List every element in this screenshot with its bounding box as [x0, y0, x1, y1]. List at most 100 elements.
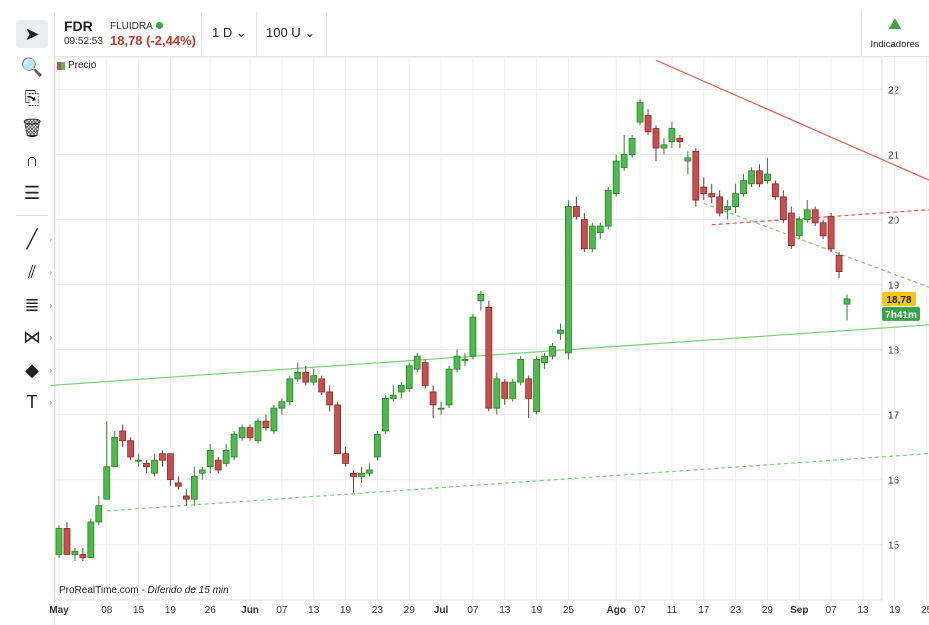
- trendline[interactable]: [711, 207, 929, 226]
- candle-body[interactable]: [493, 378, 501, 409]
- candle-body[interactable]: [557, 329, 564, 334]
- candle-body[interactable]: [429, 391, 437, 406]
- candle-body[interactable]: [676, 137, 684, 142]
- candle-body[interactable]: [326, 391, 334, 406]
- text-tool[interactable]: T ›: [16, 388, 53, 416]
- pattern-tool[interactable]: ⋈ ›: [16, 323, 52, 351]
- candle-body[interactable]: [573, 206, 580, 217]
- candle-body[interactable]: [190, 476, 198, 500]
- candle-body[interactable]: [63, 528, 71, 555]
- candle-body[interactable]: [95, 505, 103, 523]
- candle-body[interactable]: [803, 209, 811, 220]
- candle-body[interactable]: [668, 128, 676, 142]
- candle-body[interactable]: [517, 358, 525, 383]
- trash-tool[interactable]: 🗑: [16, 114, 48, 142]
- candle-body[interactable]: [413, 355, 421, 370]
- candle-body[interactable]: [342, 453, 349, 464]
- candle-body[interactable]: [79, 554, 87, 559]
- candle-body[interactable]: [779, 196, 787, 220]
- candle-body[interactable]: [302, 371, 310, 383]
- trendline[interactable]: [655, 59, 929, 200]
- candle-body[interactable]: [71, 550, 79, 555]
- candle-body[interactable]: [612, 160, 620, 194]
- candle-body[interactable]: [214, 459, 222, 471]
- candle-body[interactable]: [843, 298, 851, 305]
- candle-body[interactable]: [350, 472, 357, 477]
- candle-body[interactable]: [469, 316, 477, 357]
- candle-body[interactable]: [580, 219, 588, 250]
- candle-body[interactable]: [119, 430, 127, 442]
- candle-body[interactable]: [740, 180, 747, 194]
- candle-body[interactable]: [286, 378, 294, 403]
- candle-body[interactable]: [389, 394, 397, 399]
- copy-tool[interactable]: ⎘: [16, 84, 48, 112]
- candle-body[interactable]: [278, 401, 286, 409]
- candle-body[interactable]: [167, 453, 174, 481]
- candle-body[interactable]: [318, 378, 326, 393]
- candle-body[interactable]: [453, 355, 461, 370]
- candle-body[interactable]: [533, 358, 540, 412]
- candle-body[interactable]: [174, 482, 182, 487]
- candle-body[interactable]: [684, 157, 692, 162]
- candle-body[interactable]: [652, 128, 660, 149]
- more-arrow-icon[interactable]: ›: [49, 301, 52, 310]
- interval-dropdown[interactable]: 1 D ⌄: [212, 25, 247, 41]
- candle-body[interactable]: [206, 450, 214, 468]
- trendline[interactable]: [106, 450, 929, 512]
- candle-body[interactable]: [254, 420, 262, 442]
- candle-body[interactable]: [103, 466, 111, 500]
- candle-body[interactable]: [127, 440, 135, 458]
- candle-body[interactable]: [549, 345, 556, 357]
- more-arrow-icon[interactable]: ›: [49, 235, 52, 244]
- candle-body[interactable]: [87, 521, 95, 559]
- candle-body[interactable]: [541, 355, 548, 364]
- candle-body[interactable]: [485, 306, 493, 409]
- candle-body[interactable]: [772, 183, 779, 198]
- more-arrow-icon[interactable]: ›: [49, 268, 52, 277]
- candle-body[interactable]: [477, 293, 485, 302]
- candle-body[interactable]: [692, 150, 700, 201]
- trendline[interactable]: [50, 322, 929, 386]
- candle-body[interactable]: [294, 371, 302, 380]
- trendline-tool[interactable]: ╱ ›: [16, 225, 52, 253]
- candle-body[interactable]: [732, 193, 739, 207]
- candle-body[interactable]: [55, 528, 63, 555]
- candle-body[interactable]: [182, 495, 190, 500]
- candle-body[interactable]: [111, 437, 119, 468]
- magnet-tool[interactable]: ∩: [16, 146, 48, 174]
- units-dropdown[interactable]: 100 U ⌄: [266, 25, 315, 41]
- candle-body[interactable]: [795, 219, 803, 237]
- candle-body[interactable]: [358, 472, 365, 477]
- candle-body[interactable]: [230, 433, 238, 458]
- candle-body[interactable]: [461, 358, 469, 361]
- candle-body[interactable]: [748, 170, 755, 185]
- candle-body[interactable]: [835, 254, 843, 272]
- candle-body[interactable]: [445, 368, 453, 406]
- shapes-tool[interactable]: ◆ ›: [16, 356, 52, 384]
- candle-body[interactable]: [159, 453, 166, 461]
- candle-body[interactable]: [397, 385, 405, 393]
- candle-body[interactable]: [238, 427, 246, 438]
- candle-body[interactable]: [628, 137, 636, 155]
- candle-body[interactable]: [262, 420, 270, 429]
- candle-body[interactable]: [373, 433, 381, 458]
- candle-body[interactable]: [310, 375, 318, 383]
- cursor-tool[interactable]: ➤: [16, 20, 48, 48]
- candle-body[interactable]: [787, 212, 795, 246]
- candle-body[interactable]: [151, 459, 158, 474]
- candle-body[interactable]: [366, 469, 373, 474]
- candle-body[interactable]: [604, 189, 612, 227]
- more-arrow-icon[interactable]: ›: [49, 333, 52, 342]
- zoom-tool[interactable]: 🔍: [16, 53, 48, 81]
- candle-body[interactable]: [716, 196, 724, 214]
- ticker-symbol[interactable]: FDR: [64, 18, 93, 34]
- candle-body[interactable]: [588, 225, 596, 250]
- candle-body[interactable]: [756, 170, 763, 185]
- candle-body[interactable]: [135, 459, 143, 462]
- candle-body[interactable]: [525, 378, 533, 399]
- candle-body[interactable]: [437, 407, 445, 410]
- candle-body[interactable]: [270, 407, 278, 432]
- candle-body[interactable]: [644, 115, 652, 133]
- more-arrow-icon[interactable]: ›: [49, 398, 52, 407]
